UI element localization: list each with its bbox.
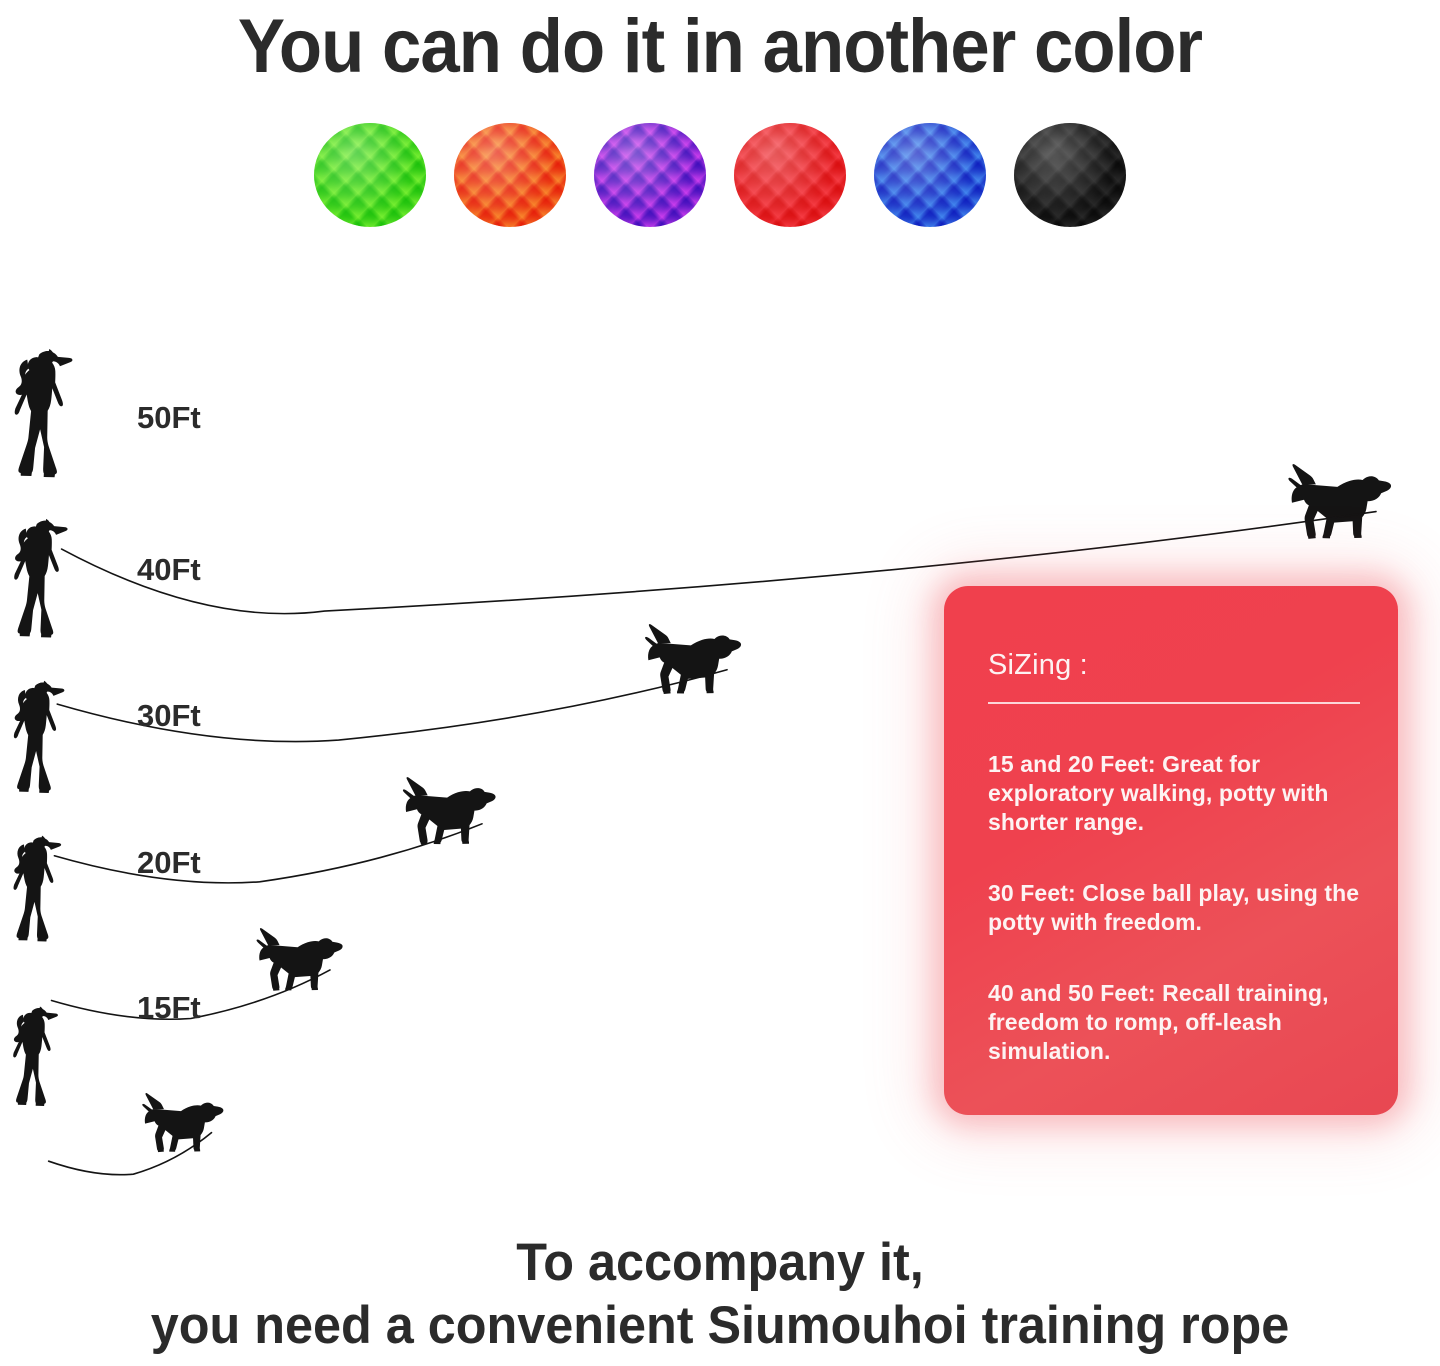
dog-silhouette (142, 1092, 224, 1152)
walker-silhouette (14, 519, 68, 638)
sizing-paragraph-long: 40 and 50 Feet: Recall training, freedom… (988, 980, 1329, 1064)
color-swatch-purple[interactable] (594, 123, 706, 227)
swatch-sheen (314, 123, 426, 227)
leash-row-15ft (0, 1006, 1440, 1221)
leash-row-40ft (0, 519, 1440, 774)
color-swatch-row (0, 123, 1440, 227)
dog-silhouette (1288, 463, 1392, 539)
rope-weave-texture (454, 123, 566, 227)
color-swatch-orange[interactable] (454, 123, 566, 227)
length-label-20ft: 20Ft (137, 845, 201, 880)
dog-silhouette (645, 623, 742, 694)
leash-row-50ft (0, 348, 1440, 625)
rope-weave-texture (314, 123, 426, 227)
length-label-40ft: 40Ft (137, 552, 201, 587)
page-title: You can do it in another color (237, 4, 1203, 89)
footer-line-2: you need a convenient Siumouhoi training… (150, 1296, 1290, 1355)
sizing-card-body: SiZing : 15 and 20 Feet: Great for explo… (944, 586, 1398, 1115)
footer-line-1: To accompany it, (516, 1233, 924, 1292)
sizing-card-divider (988, 702, 1360, 704)
length-label-15ft: 15Ft (137, 990, 201, 1025)
walker-silhouette (13, 835, 62, 942)
dog-silhouette (256, 928, 343, 991)
length-label-30ft: 30Ft (137, 698, 201, 733)
sizing-paragraph-medium: 30 Feet: Close ball play, using the pott… (988, 880, 1360, 935)
length-label-50ft: 50Ft (137, 400, 201, 435)
walker-silhouette (13, 680, 65, 794)
walker-silhouette (14, 348, 73, 478)
rope-weave-texture (874, 123, 986, 227)
rope-weave-texture (1014, 123, 1126, 227)
leash-row-20ft (0, 835, 1440, 1064)
color-swatch-black[interactable] (1014, 123, 1126, 227)
dog-silhouette (402, 776, 496, 845)
sizing-card: SiZing : 15 and 20 Feet: Great for explo… (936, 578, 1406, 1123)
swatch-sheen (594, 123, 706, 227)
rope-weave-texture (734, 123, 846, 227)
swatch-sheen (454, 123, 566, 227)
color-swatch-blue[interactable] (874, 123, 986, 227)
footer-tagline: To accompany it, you need a convenient S… (0, 1232, 1440, 1358)
sizing-card-title: SiZing : (988, 649, 1088, 681)
walker-silhouette (13, 1006, 58, 1106)
swatch-sheen (1014, 123, 1126, 227)
swatch-sheen (874, 123, 986, 227)
leash-row-30ft (0, 680, 1440, 922)
color-swatch-green[interactable] (314, 123, 426, 227)
swatch-sheen (734, 123, 846, 227)
sizing-paragraph-short: 15 and 20 Feet: Great for exploratory wa… (988, 751, 1329, 835)
rope-weave-texture (594, 123, 706, 227)
color-swatch-red[interactable] (734, 123, 846, 227)
